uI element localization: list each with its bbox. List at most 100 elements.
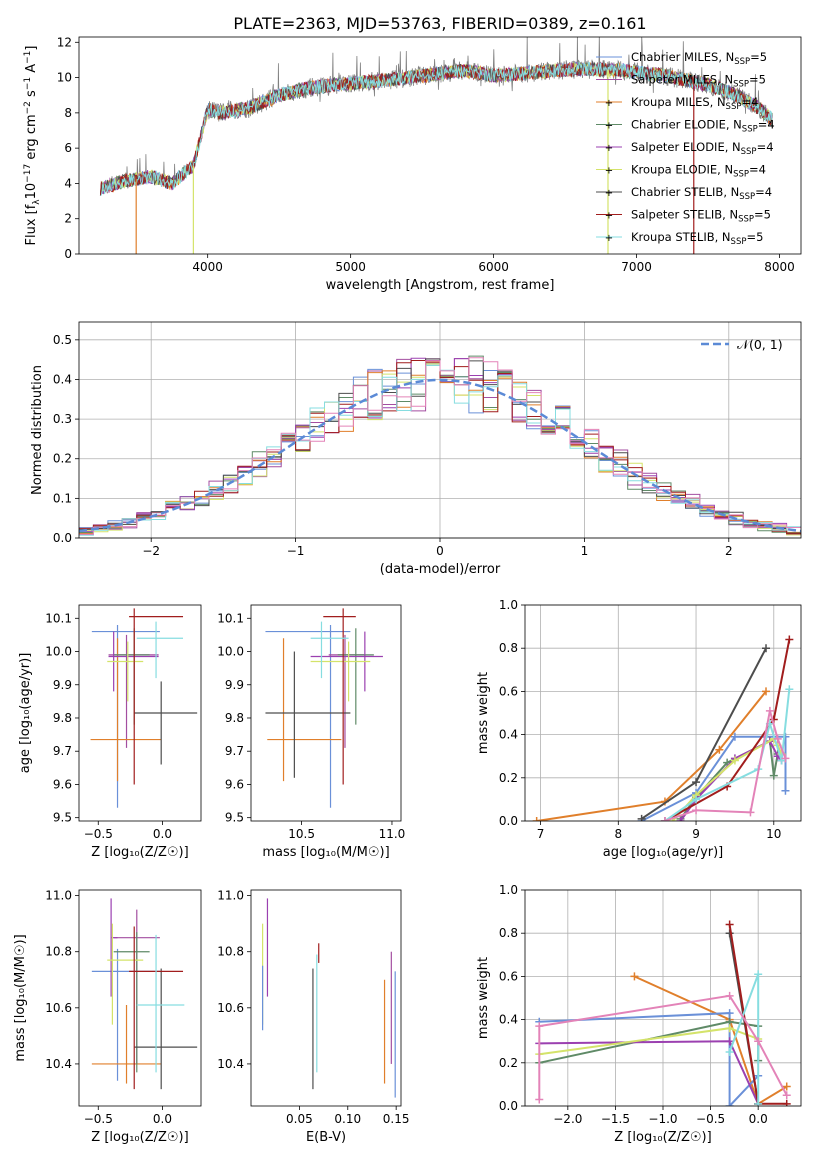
legend-label: Chabrier STELIB, NSSP=4: [631, 185, 772, 202]
weight-point-marker: [782, 1082, 791, 1091]
y-tick-label: 9.9: [225, 678, 244, 692]
x-tick-label: −1: [287, 544, 305, 558]
y-tick-label: 9.7: [53, 744, 72, 758]
legend-label: Salpeter STELIB, NSSP=5: [631, 208, 771, 225]
y-tick-label: 0.2: [499, 771, 518, 785]
weight-series-line: [641, 647, 767, 820]
y-tick-label: 0.4: [499, 728, 518, 742]
mass-vs-ebv-panel: 0.05 0.10 0.15 10.4 10.6 10.8 11.0 E(B-V): [217, 889, 409, 1145]
x-tick-label: 0.0: [153, 827, 172, 841]
y-tick-label: 0.4: [53, 372, 72, 386]
weight-series-line: [728, 973, 760, 1104]
y-tick-label: 0.0: [53, 531, 72, 545]
y-tick-label: 9.8: [53, 711, 72, 725]
y-tick-label: 10.0: [217, 645, 244, 659]
axes-frame: [250, 604, 402, 822]
histogram-series: [79, 357, 801, 535]
legend-marker: +: [605, 121, 613, 132]
x-tick-label: 0: [436, 544, 444, 558]
legend-label: Kroupa ELODIE, NSSP=4: [631, 163, 766, 180]
x-tick-label: 7000: [621, 260, 652, 274]
age-vs-mass-panel: 10.5 11.0 9.5 9.6 9.7 9.8 9.9 10.0 10.1 mass [log…: [217, 604, 406, 860]
weight-point-marker: [746, 808, 755, 817]
y-tick-label: 10.8: [45, 945, 72, 959]
y-tick-label: 9.8: [225, 711, 244, 725]
weight-point-marker: [725, 1037, 734, 1046]
y-axis-label: Normed distribution: [30, 365, 45, 495]
y-tick-label: 0.8: [499, 641, 518, 655]
weight-point-marker: [762, 687, 771, 696]
x-tick-label: 1: [581, 544, 589, 558]
x-tick-label: 8000: [764, 260, 795, 274]
x-axis-label: Z [log₁₀(Z/Z☉)]: [91, 1130, 188, 1145]
legend-label: Kroupa STELIB, NSSP=5: [631, 230, 763, 247]
y-tick-label: 11.0: [45, 889, 72, 903]
axes-frame: [78, 321, 802, 539]
weight-series-line: [536, 690, 767, 821]
weight-point-marker: [725, 1009, 734, 1018]
weight-point-marker: [769, 771, 778, 780]
plot-area: [532, 635, 794, 821]
y-tick-label: 0.0: [499, 814, 518, 828]
y-tick-label: 0.5: [53, 333, 72, 347]
y-tick-label: 10.4: [45, 1057, 72, 1071]
y-axis-label: mass weight: [476, 957, 491, 1039]
y-tick-label: 1.0: [499, 598, 518, 612]
y-tick-label: 9.7: [225, 744, 244, 758]
model-spectrum-line: [100, 61, 773, 196]
y-tick-label: 10.0: [45, 645, 72, 659]
mass-vs-metallicity-panel: −0.5 0.0 10.4 10.6 10.8 11.0 Z [log₁₀(Z/Z☉)] ma…: [13, 889, 202, 1145]
mass-weight-vs-age-panel: 7 8 9 10 0.0 0.2 0.4 0.6 0.8 1.0 age [log₁₀(age/yr…: [476, 598, 802, 860]
model-spectrum-line: [99, 62, 773, 196]
weight-series-line: [664, 639, 791, 821]
x-tick-label: 0.0: [153, 1112, 172, 1126]
x-axis-label: wavelength [Angstrom, rest frame]: [326, 278, 555, 293]
legend-label: Salpeter MILES, NSSP=5: [631, 73, 766, 90]
legend-label: Kroupa MILES, NSSP=4: [631, 95, 758, 112]
y-tick-label: 11.0: [217, 889, 244, 903]
residual-histogram-panel: −2 −1 0 1 2 0.0 0.1 0.2 0.3 0.4 0.5 (data-model)/er…: [30, 321, 802, 577]
y-tick-label: 0.3: [53, 412, 72, 426]
x-tick-label: 8: [614, 827, 622, 841]
weight-point-marker: [692, 795, 701, 804]
legend-label: Chabrier MILES, NSSP=5: [631, 50, 767, 67]
y-tick-label: 10.6: [45, 1001, 72, 1015]
axes-frame: [78, 36, 802, 255]
plot-area: [265, 608, 383, 808]
mass-weight-vs-metallicity-panel: −2.0 −1.5 −1.0 −0.5 0.0 0.0 0.2 0.4 0.6 0.8 1.0 Z […: [476, 883, 802, 1145]
y-tick-label: 9.9: [53, 678, 72, 692]
legend-marker: +: [605, 166, 613, 177]
weight-point-marker: [785, 685, 794, 694]
weight-point-marker: [660, 817, 669, 821]
x-tick-label: −2.0: [553, 1112, 582, 1126]
weight-point-marker: [773, 734, 782, 743]
age-vs-metallicity-panel: −0.5 0.0 9.5 9.6 9.7 9.8 9.9 10.0 10.1 Z [log₁₀(Z…: [18, 604, 202, 860]
x-tick-label: −1.5: [601, 1112, 630, 1126]
x-tick-label: 4000: [192, 260, 223, 274]
axes-frame: [524, 604, 802, 822]
axes-frame: [78, 604, 202, 822]
weight-point-marker: [535, 1095, 544, 1104]
y-tick-label: 9.5: [225, 811, 244, 825]
y-tick-label: 10.6: [217, 1001, 244, 1015]
y-tick-label: 2: [64, 212, 72, 226]
weight-point-marker: [637, 814, 646, 821]
weight-point-marker: [762, 644, 771, 653]
x-tick-label: 11.0: [379, 827, 406, 841]
weight-point-marker: [785, 635, 794, 644]
weight-series-line: [539, 1012, 759, 1106]
weight-point-marker: [535, 1022, 544, 1031]
y-axis-label: age [log₁₀(age/yr)]: [18, 653, 33, 774]
y-axis-label: mass weight: [476, 672, 491, 754]
axes-frame: [250, 889, 402, 1107]
x-axis-label: Z [log₁₀(Z/Z☉)]: [91, 845, 188, 860]
page-title: PLATE=2363, MJD=53763, FIBERID=0389, z=0…: [233, 14, 646, 33]
y-tick-label: 0.2: [53, 452, 72, 466]
x-tick-label: −0.5: [84, 1112, 113, 1126]
weight-point-marker: [782, 1099, 791, 1106]
legend-marker: +: [605, 188, 613, 199]
plot-area: [535, 920, 791, 1106]
weight-point-marker: [782, 1091, 791, 1100]
x-axis-label: mass [log₁₀(M/M☉)]: [262, 845, 389, 860]
